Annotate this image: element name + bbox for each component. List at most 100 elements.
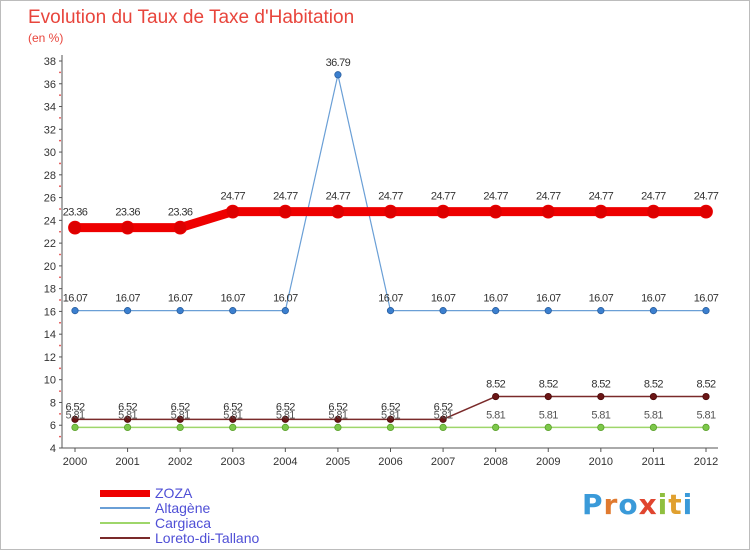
data-label: 8.52	[486, 379, 505, 391]
legend-swatch	[100, 489, 150, 497]
data-point	[386, 415, 395, 423]
data-label: 5.81	[65, 409, 84, 421]
x-tick-label: 2006	[378, 456, 402, 468]
legend-label: Cargiaca	[155, 515, 212, 531]
data-point	[278, 204, 293, 219]
legend-swatch	[100, 522, 150, 524]
y-minor-tick	[59, 117, 61, 119]
legend-label: ZOZA	[155, 485, 193, 501]
x-tick-label: 2009	[536, 456, 560, 468]
data-label: 8.52	[644, 379, 663, 391]
y-minor-tick	[59, 208, 61, 210]
y-tick-label: 26	[44, 193, 56, 205]
y-tick-label: 22	[44, 238, 56, 250]
data-label: 5.81	[591, 409, 610, 421]
data-point	[173, 220, 188, 235]
data-label: 5.81	[118, 409, 137, 421]
data-point	[439, 307, 447, 315]
y-tick-label: 16	[44, 306, 56, 318]
x-tick-label: 2001	[115, 456, 139, 468]
data-point	[123, 307, 132, 315]
data-label: 5.81	[171, 409, 190, 421]
data-point	[544, 423, 552, 431]
logo-letter: x	[638, 488, 658, 521]
data-label: 16.07	[641, 293, 666, 305]
y-minor-tick	[59, 94, 61, 97]
y-minor-tick	[59, 71, 61, 74]
y-tick-label: 12	[44, 352, 56, 364]
y-minor-tick	[59, 253, 61, 256]
legend-item: Cargiaca	[100, 516, 320, 531]
data-point	[386, 307, 395, 315]
data-label: 5.81	[434, 409, 453, 421]
data-point	[699, 204, 713, 219]
data-label: 16.07	[168, 293, 193, 305]
y-minor-tick	[59, 435, 61, 438]
data-label: 16.07	[589, 293, 614, 305]
data-label: 6.52	[381, 401, 400, 413]
data-label: 5.81	[381, 409, 400, 421]
data-point	[544, 307, 552, 315]
data-label: 24.77	[273, 191, 298, 203]
data-point	[334, 71, 342, 79]
data-point	[649, 423, 658, 431]
data-point	[229, 307, 237, 315]
data-point	[492, 392, 500, 401]
data-label: 6.52	[65, 401, 84, 413]
data-point	[281, 415, 289, 423]
y-minor-tick	[59, 299, 61, 301]
logo-letter: r	[603, 488, 619, 521]
data-label: 5.81	[223, 409, 242, 421]
data-point	[71, 307, 79, 315]
data-label: 24.77	[378, 191, 403, 203]
legend-label: Loreto-di-Tallano	[155, 530, 260, 546]
data-label: 5.81	[644, 409, 663, 421]
data-point	[229, 415, 237, 423]
data-label: 16.07	[273, 293, 298, 305]
data-label: 5.81	[539, 409, 558, 421]
data-point	[702, 392, 710, 401]
data-point	[334, 415, 342, 423]
y-tick-label: 10	[44, 375, 56, 387]
x-tick-label: 2012	[694, 456, 718, 468]
data-point	[331, 204, 345, 219]
y-minor-tick	[59, 162, 61, 165]
data-point	[593, 204, 608, 219]
y-minor-tick	[59, 276, 61, 279]
legend-item: ZOZA	[100, 486, 320, 501]
data-label: 5.81	[486, 409, 505, 421]
data-label: 16.07	[115, 293, 140, 305]
data-point	[492, 307, 500, 315]
y-minor-tick	[59, 321, 61, 324]
data-label: 6.52	[118, 401, 137, 413]
data-point	[544, 392, 552, 401]
data-point	[488, 204, 503, 219]
data-point	[123, 423, 132, 431]
y-tick-label: 6	[50, 420, 56, 432]
y-tick-label: 34	[44, 102, 56, 114]
data-point	[541, 204, 556, 219]
data-label: 24.77	[641, 191, 666, 203]
data-point	[649, 392, 658, 401]
data-point	[597, 392, 605, 401]
data-label: 36.79	[326, 57, 351, 69]
data-label: 16.07	[536, 293, 561, 305]
legend-swatch	[100, 537, 150, 539]
data-label: 5.81	[696, 409, 715, 421]
y-tick-label: 36	[44, 79, 56, 91]
data-point	[120, 220, 135, 235]
data-label: 23.36	[168, 207, 193, 219]
y-tick-label: 32	[44, 124, 56, 136]
data-label: 23.36	[63, 207, 88, 219]
x-tick-label: 2003	[221, 456, 245, 468]
data-label: 5.81	[276, 409, 295, 421]
data-label: 16.07	[63, 293, 88, 305]
data-label: 6.52	[171, 401, 190, 413]
y-tick-label: 14	[44, 329, 56, 341]
data-label: 24.77	[536, 191, 561, 203]
data-label: 24.77	[483, 191, 508, 203]
logo-letter: i	[657, 488, 669, 521]
data-point	[123, 415, 132, 423]
x-tick-label: 2000	[63, 456, 87, 468]
